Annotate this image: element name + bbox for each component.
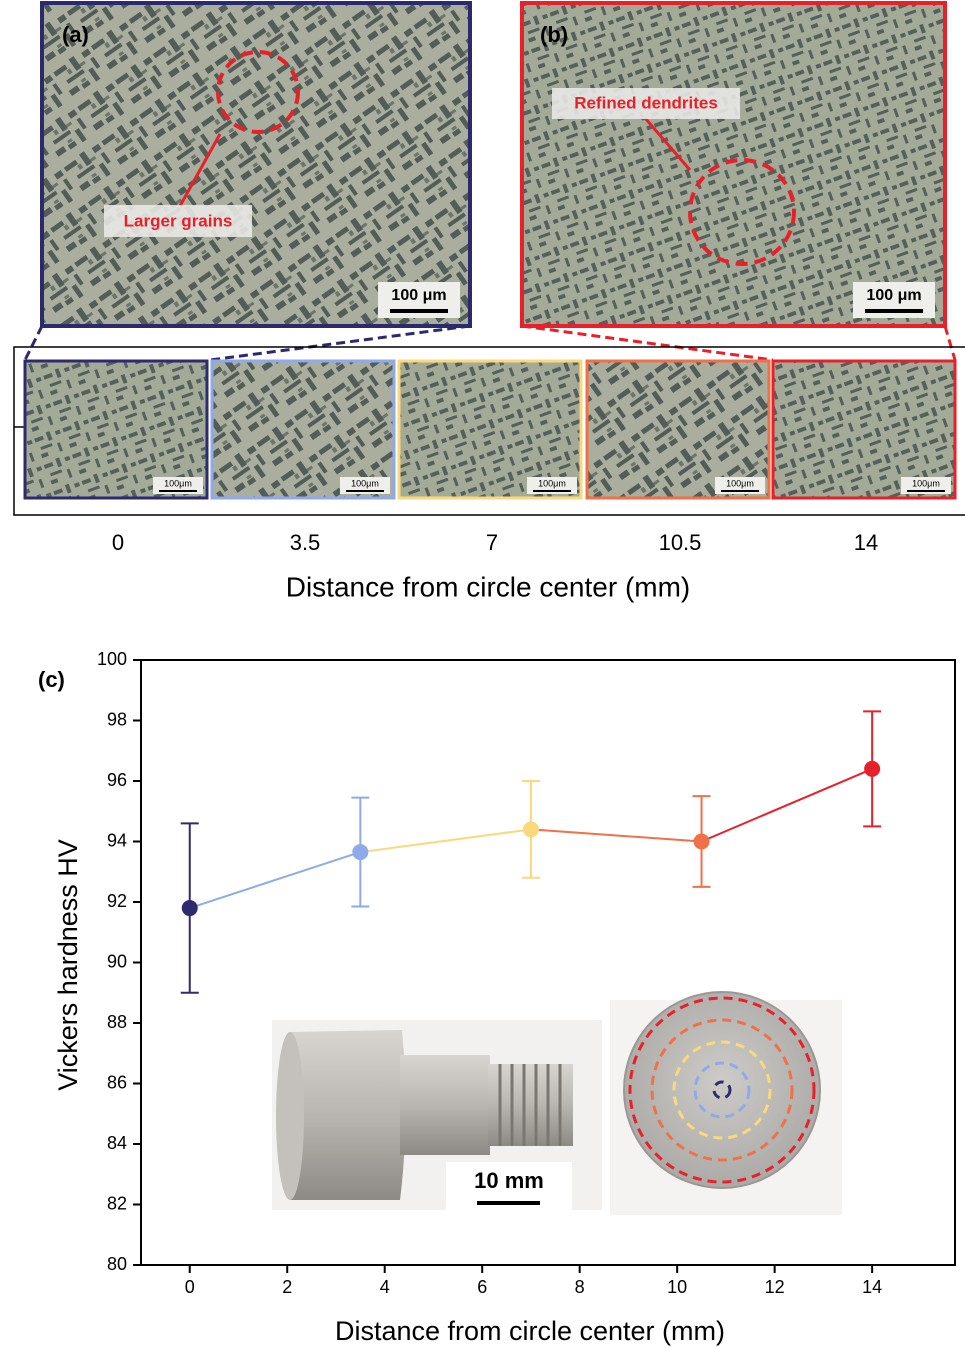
y-tick-label: 82 bbox=[107, 1193, 127, 1213]
data-point bbox=[694, 834, 710, 850]
scale-bar-label: 100 μm bbox=[391, 287, 446, 304]
annotation: Refined dendrites bbox=[574, 93, 718, 112]
figure: (a) Larger grains 100 μm (b) Refined den… bbox=[0, 0, 965, 1348]
panel-label: (b) bbox=[540, 22, 568, 47]
y-tick-label: 90 bbox=[107, 951, 127, 971]
x-tick-label: 12 bbox=[765, 1277, 785, 1297]
data-point bbox=[182, 900, 198, 916]
thumb-scale-label: 100μm bbox=[912, 478, 940, 488]
x-tick-label: 10 bbox=[667, 1277, 687, 1297]
micrograph-a bbox=[42, 3, 470, 326]
data-point bbox=[864, 761, 880, 777]
photo-scale-label: 10 mm bbox=[474, 1168, 544, 1193]
thumb-scale-label: 100μm bbox=[164, 478, 192, 488]
x-tick-label: 8 bbox=[575, 1277, 585, 1297]
y-tick-label: 92 bbox=[107, 891, 127, 911]
x-tick-label: 6 bbox=[477, 1277, 487, 1297]
x-tick-label: 2 bbox=[282, 1277, 292, 1297]
connectors bbox=[25, 326, 955, 360]
y-tick-label: 84 bbox=[107, 1133, 127, 1153]
y-tick-label: 98 bbox=[107, 709, 127, 729]
x-tick-label: 0 bbox=[185, 1277, 195, 1297]
disk-photo bbox=[610, 992, 842, 1215]
thumb-scale-label: 100μm bbox=[538, 478, 566, 488]
line-segment bbox=[360, 829, 531, 852]
y-tick-label: 100 bbox=[97, 649, 127, 669]
line-segment bbox=[702, 769, 873, 842]
data-point bbox=[523, 821, 539, 837]
strip-tick-label: 0 bbox=[112, 530, 124, 555]
scale-bar-label: 100 μm bbox=[866, 287, 921, 304]
y-axis-title: Vickers hardness HV bbox=[53, 839, 83, 1091]
strip-tick-label: 14 bbox=[854, 530, 878, 555]
y-tick-label: 94 bbox=[107, 830, 127, 850]
line-segment bbox=[531, 829, 702, 841]
line-segment bbox=[190, 852, 361, 908]
annotation: Larger grains bbox=[124, 211, 233, 230]
panel-label: (a) bbox=[62, 22, 89, 47]
strip-axis-label: Distance from circle center (mm) bbox=[286, 571, 691, 602]
y-tick-label: 86 bbox=[107, 1072, 127, 1092]
strip-tick-label: 3.5 bbox=[290, 530, 321, 555]
photo-inset bbox=[272, 1020, 602, 1212]
x-tick-label: 4 bbox=[380, 1277, 390, 1297]
x-tick-label: 14 bbox=[862, 1277, 882, 1297]
strip-tick-label: 10.5 bbox=[659, 530, 702, 555]
y-tick-label: 80 bbox=[107, 1254, 127, 1274]
x-axis-title: Distance from circle center (mm) bbox=[335, 1316, 725, 1346]
panel-label: (c) bbox=[38, 667, 65, 692]
micrograph-b bbox=[522, 3, 945, 326]
data-point bbox=[352, 844, 368, 860]
y-tick-label: 96 bbox=[107, 770, 127, 790]
strip-tick-label: 7 bbox=[486, 530, 498, 555]
thumb-scale-label: 100μm bbox=[726, 478, 754, 488]
thumb-scale-label: 100μm bbox=[351, 478, 379, 488]
strip: 100μm 0 100μm 3.5 100μm 7 100μm 10.5 100μm 14 bbox=[25, 361, 955, 555]
y-tick-label: 88 bbox=[107, 1012, 127, 1032]
